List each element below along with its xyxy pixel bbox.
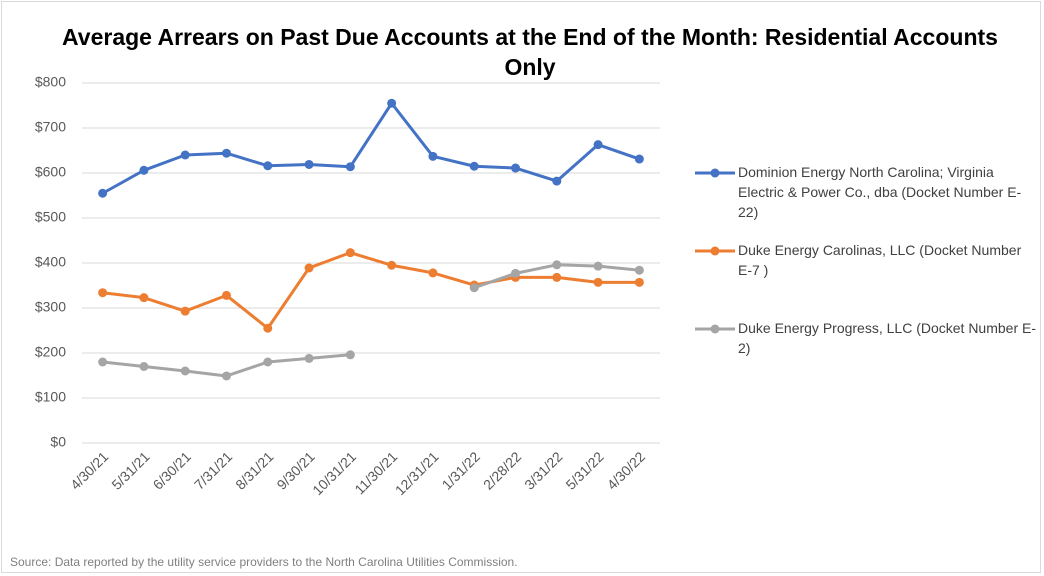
point [98, 188, 108, 198]
x-tick-label: 3/31/22 [521, 448, 565, 492]
y-tick-label: $700 [35, 119, 66, 135]
x-tick-label: 5/31/21 [108, 448, 152, 492]
series-line [101, 101, 640, 195]
point [469, 283, 479, 293]
y-tick-label: $600 [35, 164, 66, 180]
point [263, 357, 273, 367]
point [552, 272, 562, 282]
point [98, 357, 108, 367]
x-tick-label: 1/31/22 [439, 448, 483, 492]
point [180, 366, 190, 376]
y-tick-label: $400 [35, 254, 66, 270]
point [634, 154, 644, 164]
point [552, 260, 562, 270]
point [428, 268, 438, 278]
x-tick-label: 10/31/21 [309, 448, 359, 498]
source-note: Source: Data reported by the utility ser… [10, 555, 518, 569]
x-tick-label: 4/30/21 [67, 448, 111, 492]
point [222, 290, 231, 300]
point [180, 306, 190, 316]
y-tick-label: $0 [50, 434, 66, 450]
point [634, 277, 644, 287]
x-tick-label: 2/28/22 [480, 448, 524, 492]
series-line [102, 263, 640, 378]
point [345, 248, 355, 258]
series-line [102, 251, 640, 330]
x-tick-label: 12/31/21 [392, 448, 442, 498]
point [139, 165, 149, 175]
point [387, 98, 397, 108]
point [511, 163, 520, 173]
point [345, 350, 355, 360]
point [98, 288, 108, 298]
point [593, 261, 603, 271]
point [428, 151, 438, 161]
y-tick-label: $500 [35, 209, 66, 225]
point [552, 176, 562, 186]
legend-label: Duke Energy Carolinas, LLC (Docket Numbe… [738, 242, 1022, 278]
point [511, 268, 520, 278]
point [387, 260, 397, 270]
x-tick-label: 7/31/21 [191, 448, 235, 492]
point [180, 150, 190, 160]
x-tick-label: 6/30/21 [150, 448, 194, 492]
point [469, 161, 479, 171]
legend-label: Dominion Energy North Carolina; Virginia… [738, 164, 1022, 220]
x-tick-label: 4/30/22 [604, 448, 648, 492]
y-tick-label: $800 [35, 74, 66, 90]
chart-title: Average Arrears on Past Due Accounts at … [62, 24, 998, 80]
point [304, 353, 314, 363]
legend-label: Duke Energy Progress, LLC (Docket Number… [738, 320, 1036, 356]
point [263, 161, 273, 171]
point [139, 362, 149, 371]
y-tick-label: $200 [35, 344, 66, 360]
legend-marker [710, 168, 720, 178]
point [634, 265, 644, 275]
point [263, 323, 273, 333]
x-tick-label: 11/30/21 [351, 448, 400, 497]
point [222, 148, 231, 158]
point [139, 293, 149, 303]
x-tick-label: 5/31/22 [562, 448, 606, 492]
point [593, 277, 603, 287]
x-tick-label: 8/31/21 [232, 448, 276, 492]
legend-marker [710, 246, 720, 256]
y-tick-label: $100 [35, 389, 66, 405]
point [304, 159, 314, 169]
point [304, 263, 314, 273]
point [222, 371, 231, 381]
point [345, 162, 355, 172]
legend-marker [710, 324, 720, 334]
point [593, 140, 603, 150]
y-tick-label: $300 [35, 299, 66, 315]
